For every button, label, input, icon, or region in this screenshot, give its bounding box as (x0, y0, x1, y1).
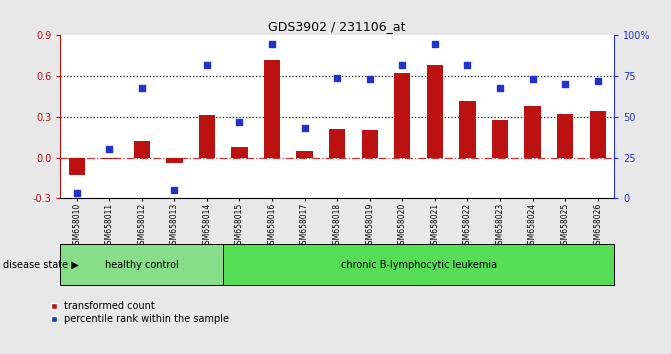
Bar (60, 244, 223, 285)
Point (429, 41, 440, 46)
Bar (394, 73, 411, 158)
Bar (223, 244, 614, 285)
Point (560, 81, 570, 87)
Bar (459, 101, 476, 158)
Point (136, 85, 147, 90)
Point (462, 62, 473, 68)
Point (201, 62, 212, 68)
Point (592, 78, 603, 84)
Point (104, 147, 115, 152)
Point (495, 85, 505, 90)
Bar (231, 147, 248, 158)
Bar (264, 60, 280, 158)
Bar (557, 114, 573, 158)
Text: chronic B-lymphocytic leukemia: chronic B-lymphocytic leukemia (340, 259, 497, 270)
Bar (166, 158, 183, 163)
Bar (525, 106, 541, 158)
Bar (427, 65, 443, 158)
Bar (199, 115, 215, 158)
Point (299, 125, 310, 131)
Bar (297, 151, 313, 158)
Point (71, 190, 82, 196)
Bar (492, 120, 508, 158)
Bar (134, 141, 150, 158)
Legend: transformed count, percentile rank within the sample: transformed count, percentile rank withi… (47, 297, 234, 328)
Text: disease state ▶: disease state ▶ (3, 259, 79, 270)
Point (169, 187, 180, 193)
Point (234, 119, 245, 125)
Point (332, 75, 343, 81)
Point (397, 62, 408, 68)
Bar (362, 130, 378, 158)
Bar (68, 158, 85, 175)
Text: healthy control: healthy control (105, 259, 178, 270)
Bar (590, 112, 606, 158)
Bar (329, 129, 346, 158)
Point (266, 41, 277, 46)
Title: GDS3902 / 231106_at: GDS3902 / 231106_at (268, 20, 406, 33)
Bar (101, 158, 117, 159)
Point (527, 76, 538, 82)
Point (364, 76, 375, 82)
